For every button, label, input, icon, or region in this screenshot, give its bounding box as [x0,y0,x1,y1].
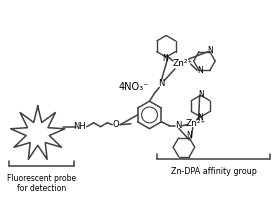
Text: NH: NH [73,122,86,131]
Text: N: N [158,79,164,88]
Text: Zn²⁺: Zn²⁺ [173,59,193,68]
Text: Zn-DPA affinity group: Zn-DPA affinity group [171,167,257,176]
Text: 4NO₃⁻: 4NO₃⁻ [118,82,148,93]
Text: N: N [197,66,203,75]
Text: N: N [197,113,202,122]
Text: N: N [186,131,192,141]
Text: O: O [113,120,119,129]
Text: Zn²⁺: Zn²⁺ [186,119,206,128]
Text: Fluorescent probe
for detection: Fluorescent probe for detection [7,174,76,193]
Text: N: N [162,54,168,63]
Text: N: N [175,121,181,130]
Text: N: N [199,90,205,99]
Text: N: N [207,46,213,55]
